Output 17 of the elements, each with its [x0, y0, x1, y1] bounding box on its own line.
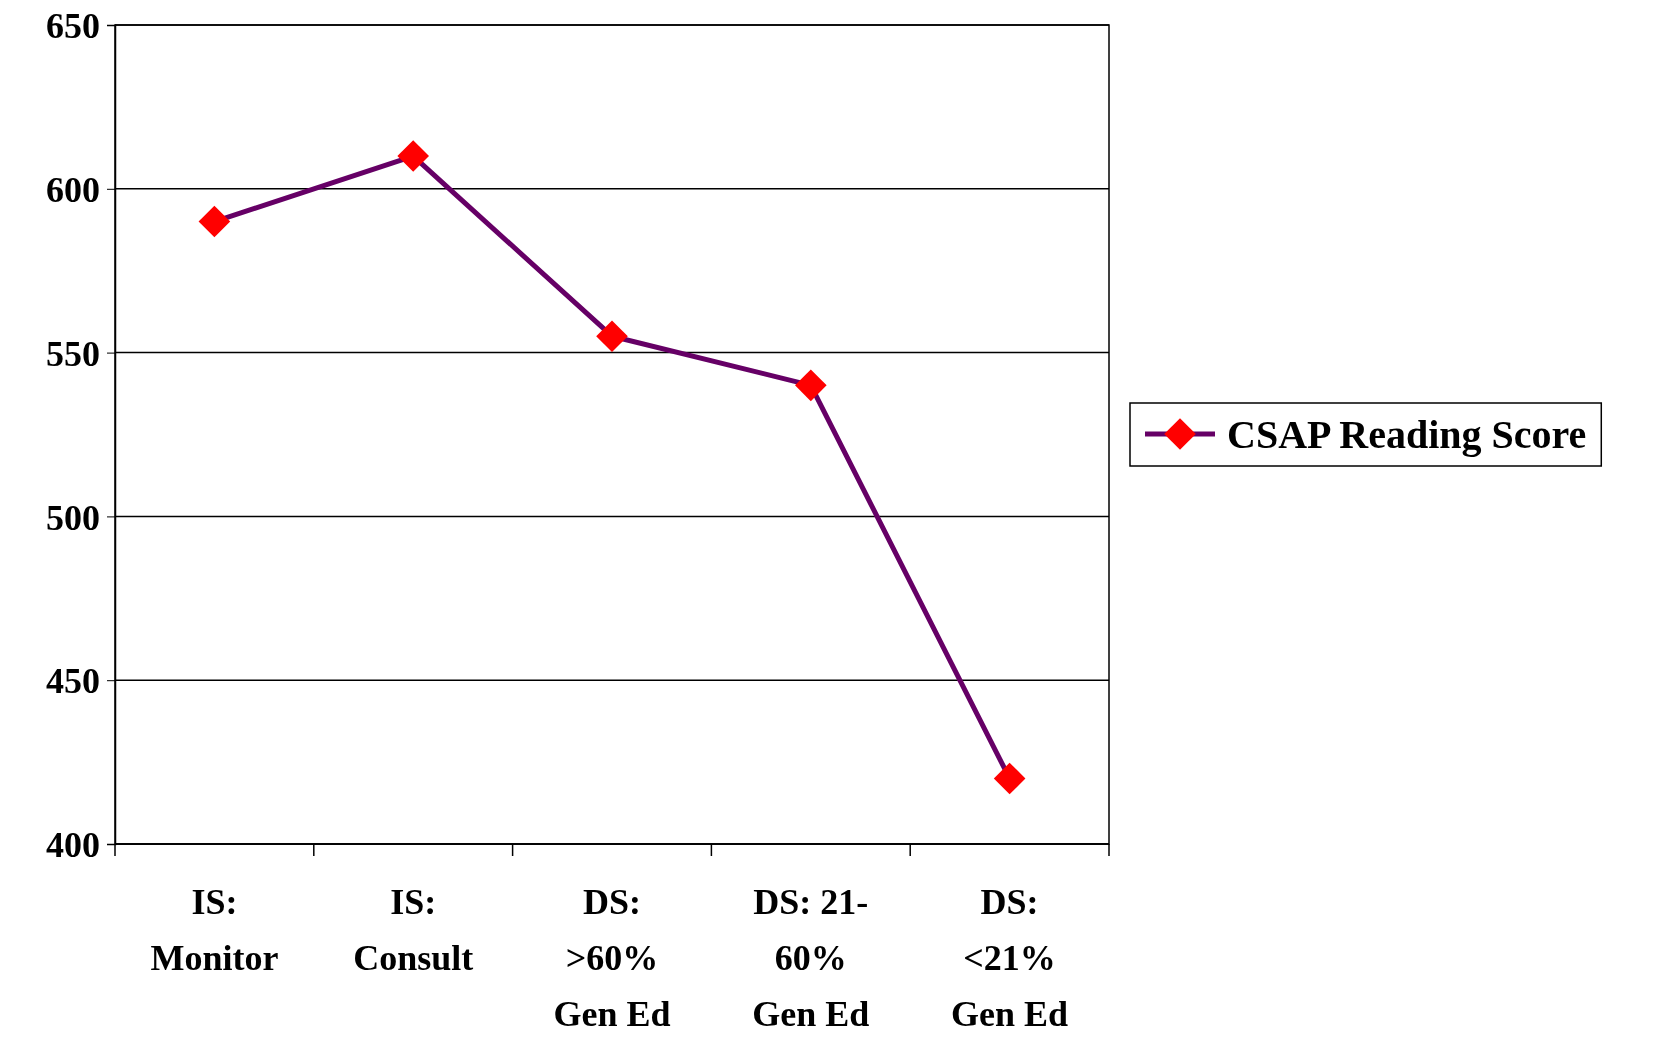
x-tick-label: DS: <21% Gen Ed: [951, 882, 1069, 1034]
y-tick-label: 400: [46, 825, 100, 866]
point: [198, 205, 231, 238]
point: [397, 140, 430, 172]
point: [596, 320, 628, 353]
y-tick-label: 600: [46, 169, 100, 210]
legend-label: CSAP Reading Score: [1227, 412, 1587, 457]
point: [993, 762, 1026, 795]
point: [794, 369, 827, 402]
x-tick-label: DS: >60% Gen Ed: [553, 882, 671, 1034]
y-tick-label: 500: [46, 497, 100, 538]
y-tick-label: 550: [46, 333, 100, 374]
y-tick-label: 650: [46, 6, 100, 47]
x-tick-label: IS: Monitor: [150, 882, 279, 978]
x-tick-label: IS: Consult: [353, 882, 474, 978]
y-tick-label: 450: [46, 661, 100, 702]
x-tick-label: DS: 21-60% Gen Ed: [752, 882, 870, 1034]
